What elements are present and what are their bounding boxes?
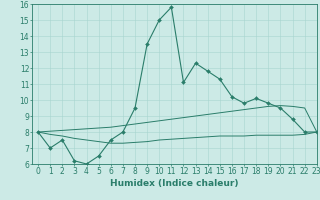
X-axis label: Humidex (Indice chaleur): Humidex (Indice chaleur) <box>110 179 239 188</box>
